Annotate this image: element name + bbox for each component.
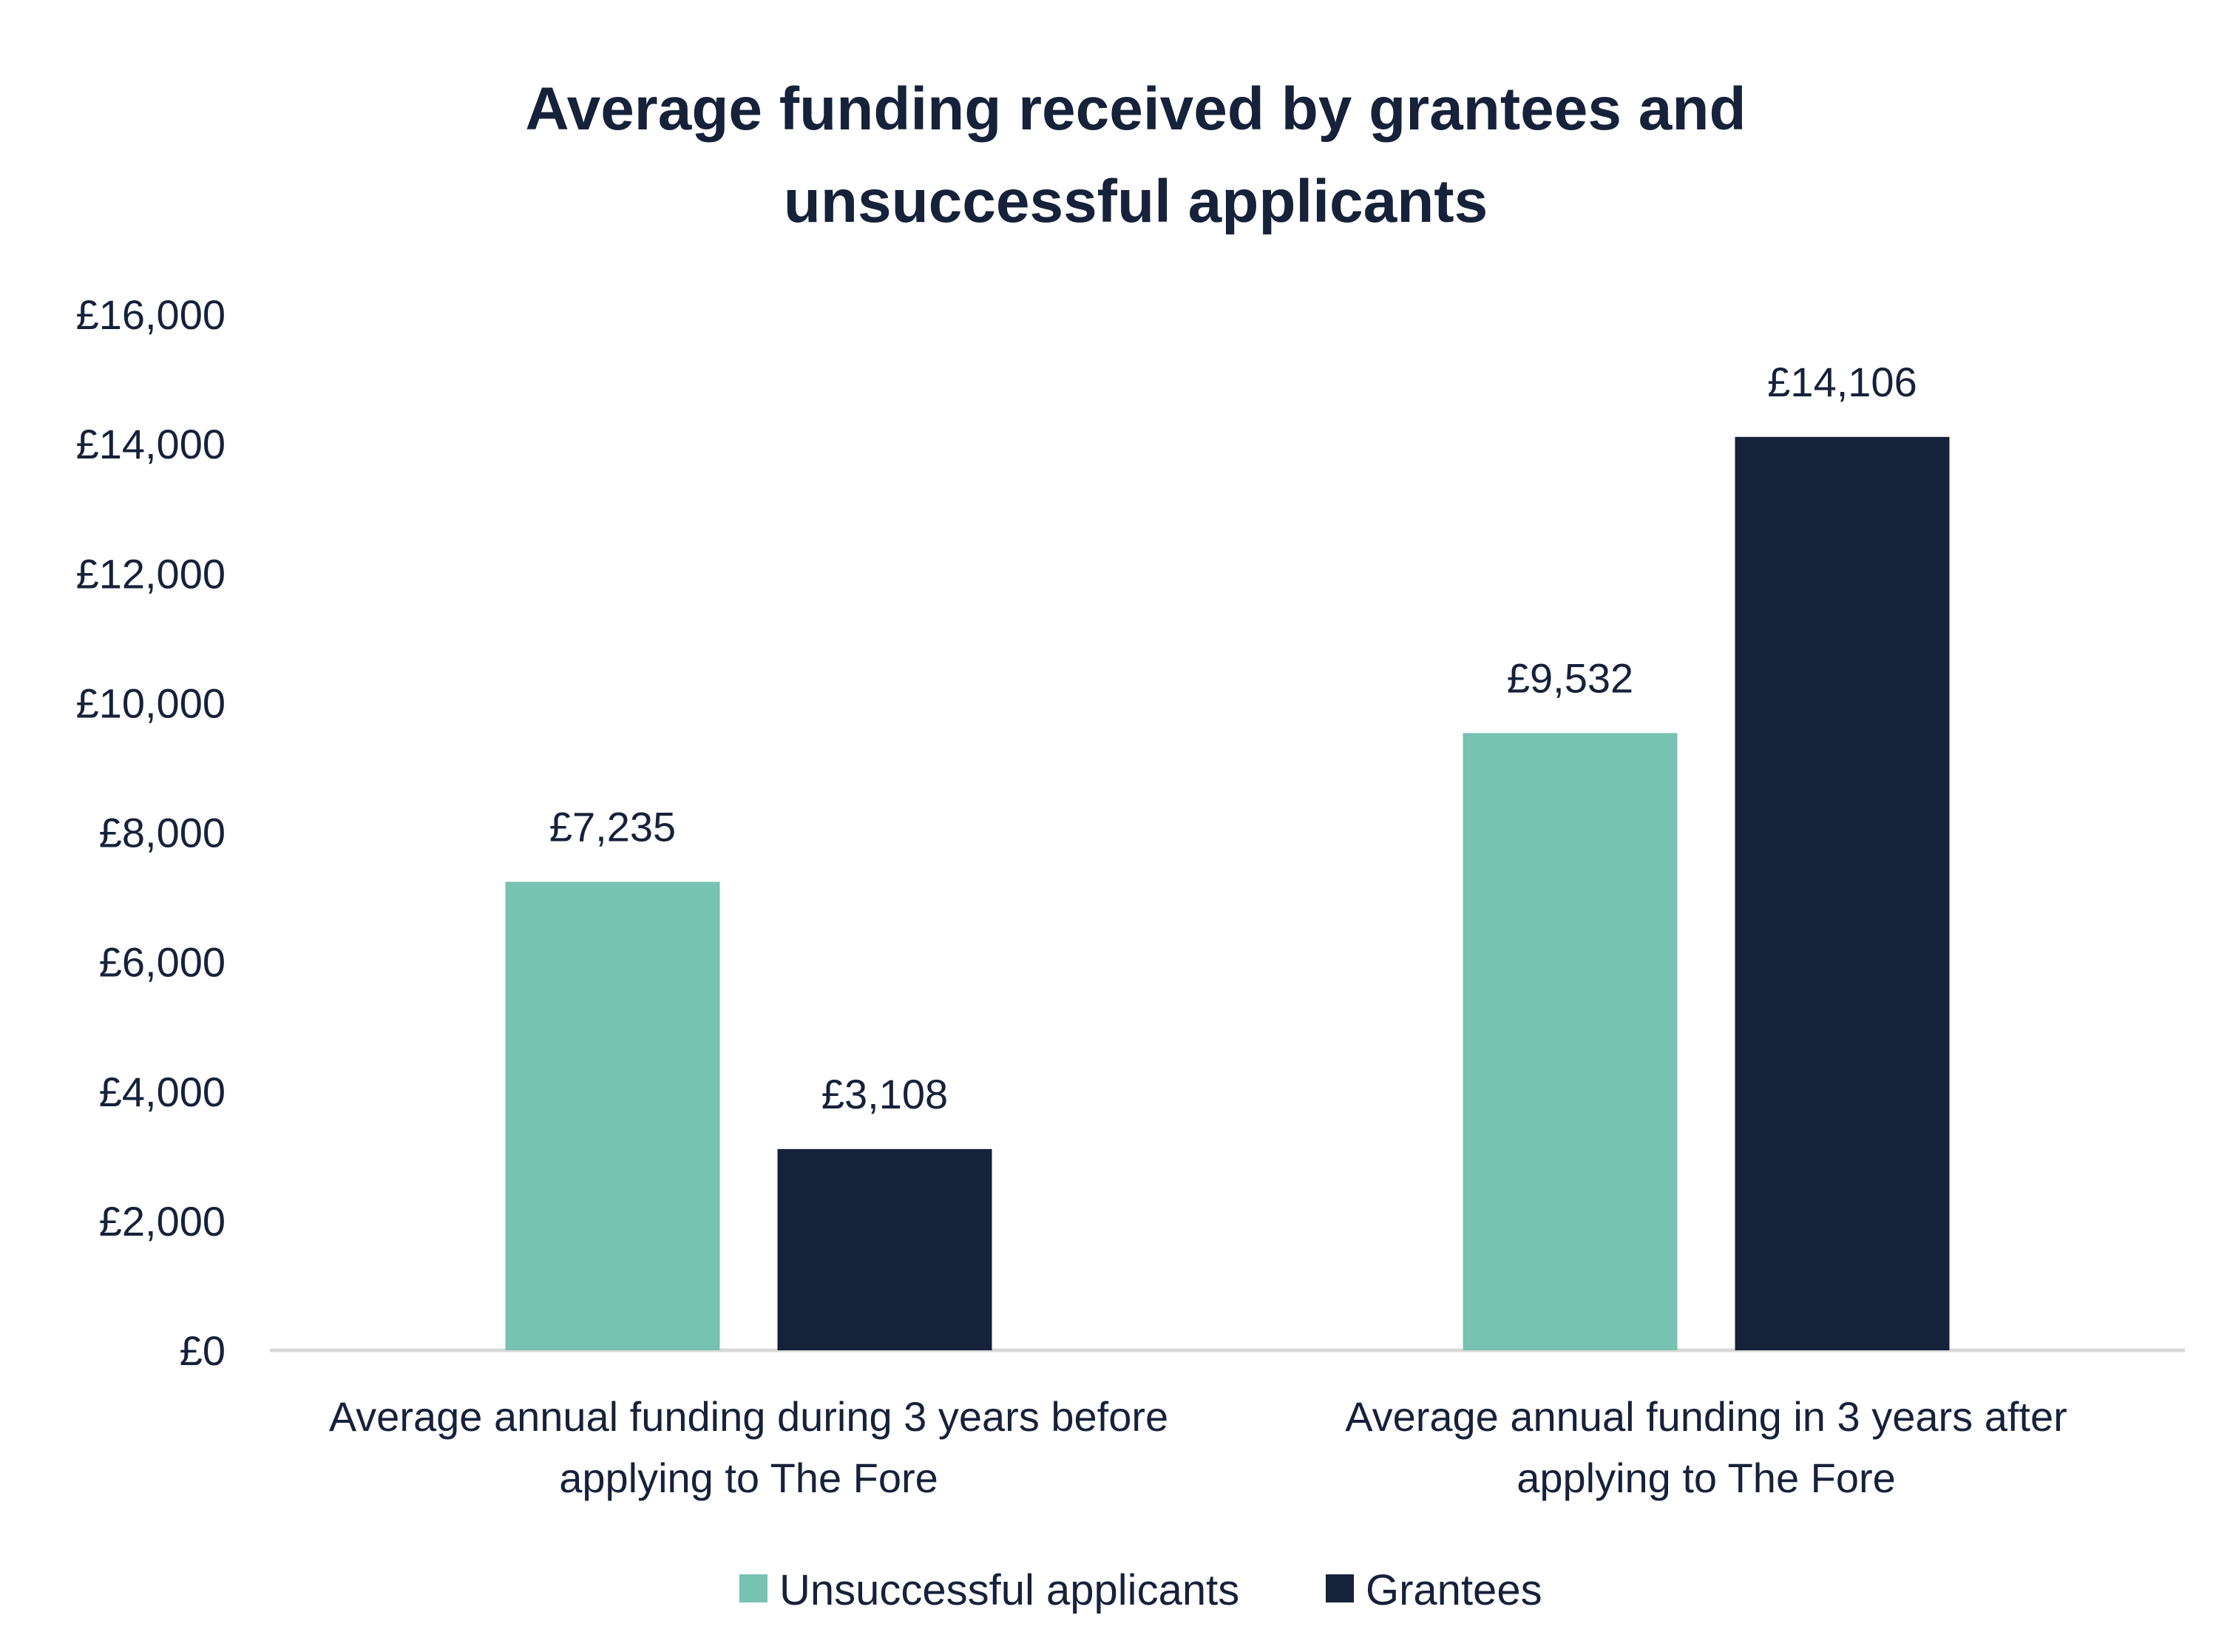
bar-data-label: £7,235 [549, 803, 676, 850]
legend: Unsuccessful applicants Grantees [739, 1566, 1542, 1614]
y-tick-label: £14,000 [76, 421, 226, 467]
y-tick-label: £2,000 [99, 1198, 226, 1245]
chart-title-line: Average funding received by grantees and [525, 75, 1746, 143]
y-tick-label: £12,000 [76, 550, 226, 597]
bar-data-label: £3,108 [821, 1071, 948, 1117]
y-axis: £0 £2,000 £4,000 £6,000 £8,000 £10,000 £12,000… [76, 291, 226, 1374]
y-tick-label: £0 [180, 1327, 226, 1374]
bar [1463, 733, 1678, 1350]
bar-data-label: £9,532 [1507, 654, 1633, 701]
x-category-label: applying to The Fore [559, 1455, 938, 1501]
y-tick-label: £10,000 [76, 680, 226, 726]
data-labels: £7,235 £3,108 £9,532 £14,106 [549, 359, 1917, 1117]
y-tick-label: £4,000 [99, 1069, 226, 1115]
bar [1735, 436, 1950, 1350]
y-tick-label: £6,000 [99, 939, 226, 986]
y-tick-label: £16,000 [76, 291, 226, 338]
x-category-label: Average annual funding during 3 years be… [329, 1393, 1168, 1440]
chart-title-line: unsuccessful applicants [784, 168, 1488, 235]
x-category-label: Average annual funding in 3 years after [1345, 1393, 2067, 1440]
y-tick-label: £8,000 [99, 810, 226, 856]
bars [505, 436, 1950, 1350]
x-category-label: applying to The Fore [1517, 1455, 1896, 1501]
x-axis: Average annual funding during 3 years be… [329, 1393, 2067, 1501]
legend-label: Grantees [1366, 1566, 1542, 1614]
bar [777, 1148, 992, 1350]
bar-data-label: £14,106 [1767, 359, 1917, 405]
legend-label: Unsuccessful applicants [779, 1566, 1239, 1614]
legend-swatch [1326, 1574, 1354, 1602]
bar [505, 881, 720, 1350]
chart-title: Average funding received by grantees and… [525, 75, 1746, 235]
legend-swatch [739, 1574, 768, 1602]
